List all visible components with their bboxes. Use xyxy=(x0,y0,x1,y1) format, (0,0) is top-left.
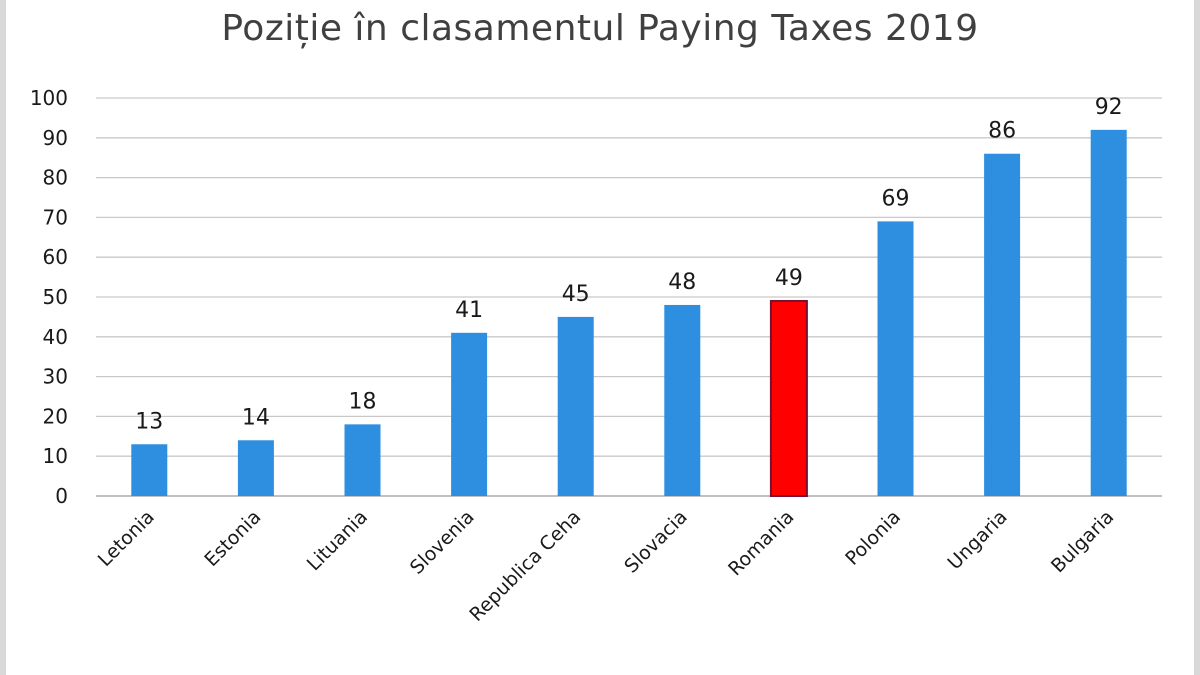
data-label-polonia: 69 xyxy=(882,186,910,211)
x-tick-label-lituania: Lituania xyxy=(303,506,372,575)
y-tick-label-40: 40 xyxy=(43,325,68,349)
x-tick-label-romania: Romania xyxy=(724,506,798,580)
data-label-republica-ceha: 45 xyxy=(562,282,590,307)
x-tick-label-republica-ceha: Republica Ceha xyxy=(465,506,585,626)
x-axis: Letonia Estonia Lituania SloveniaRepublica … xyxy=(94,506,1118,626)
y-tick-label-0: 0 xyxy=(55,484,68,508)
y-tick-label-30: 30 xyxy=(43,365,68,389)
x-tick-label-estonia: Estonia xyxy=(200,506,265,571)
bar-slovenia xyxy=(451,332,488,496)
data-labels: 13 14 18 41 45 48 49 69 86 92 xyxy=(135,95,1122,434)
y-tick-label-70: 70 xyxy=(43,205,68,229)
data-label-romania: 49 xyxy=(775,266,803,291)
bar-estonia xyxy=(237,440,274,496)
chart-title: Poziție în clasamentul Paying Taxes 2019 xyxy=(221,8,979,49)
x-tick-label-bulgaria: Bulgaria xyxy=(1047,506,1118,577)
bar-polonia xyxy=(877,221,914,496)
y-tick-label-90: 90 xyxy=(43,126,68,150)
y-axis: 0 10 20 30 40 50 60 70 80 90 100 xyxy=(30,86,68,508)
bar-ungaria xyxy=(984,153,1021,496)
bar-lituania xyxy=(344,424,381,496)
y-tick-label-80: 80 xyxy=(43,166,68,190)
data-label-slovacia: 48 xyxy=(668,270,696,295)
bar-letonia xyxy=(131,444,168,496)
x-tick-label-letonia: Letonia xyxy=(94,506,159,571)
bar-republica-ceha xyxy=(557,316,594,496)
x-tick-label-slovacia: Slovacia xyxy=(620,506,692,578)
y-tick-label-50: 50 xyxy=(43,285,68,309)
data-label-slovenia: 41 xyxy=(455,298,483,323)
data-label-bulgaria: 92 xyxy=(1095,95,1123,120)
data-label-lituania: 18 xyxy=(349,389,377,414)
y-tick-label-10: 10 xyxy=(43,444,68,468)
x-tick-label-slovenia: Slovenia xyxy=(406,506,479,579)
data-label-estonia: 14 xyxy=(242,405,270,430)
bars xyxy=(131,129,1127,498)
x-tick-label-ungaria: Ungaria xyxy=(943,506,1011,574)
bar-romania xyxy=(769,299,808,498)
data-label-letonia: 13 xyxy=(135,409,163,434)
bar-slovacia xyxy=(664,304,701,496)
x-tick-label-polonia: Polonia xyxy=(841,506,905,570)
y-tick-label-100: 100 xyxy=(30,86,68,110)
y-tick-label-60: 60 xyxy=(43,245,68,269)
data-label-ungaria: 86 xyxy=(988,119,1016,144)
y-tick-label-20: 20 xyxy=(43,404,68,428)
bar-bulgaria xyxy=(1090,129,1127,496)
